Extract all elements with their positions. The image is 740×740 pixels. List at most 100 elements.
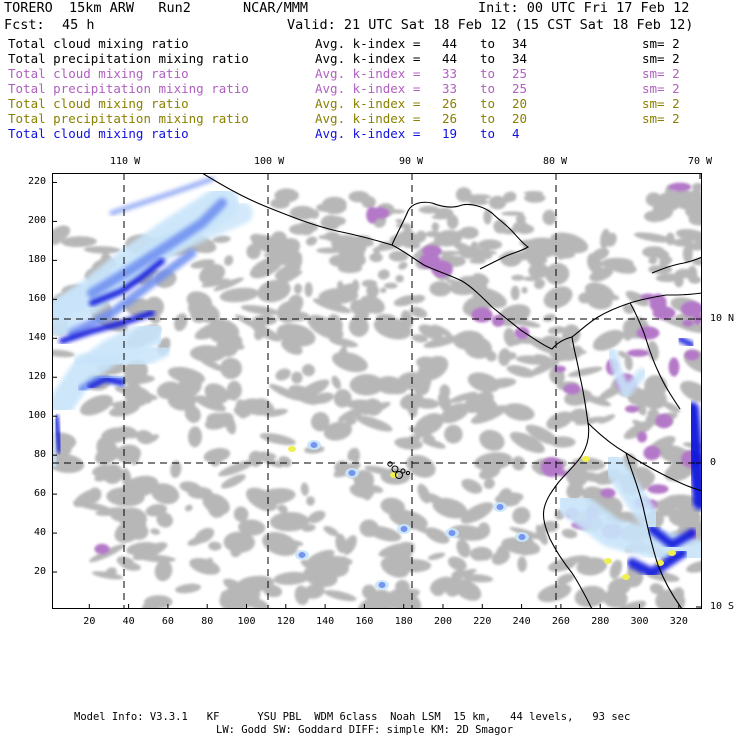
purple-cloud-patch	[94, 543, 110, 555]
legend-k-to: 4	[512, 126, 520, 141]
gray-cloud-patch	[316, 203, 338, 212]
x-grid-label: 80	[201, 616, 214, 627]
gray-cloud-patch	[347, 448, 357, 461]
gray-cloud-patch	[209, 325, 225, 342]
island-group	[387, 461, 411, 479]
gray-cloud-patch	[184, 504, 193, 512]
gray-cloud-patch	[254, 324, 267, 341]
x-grid-label: 40	[122, 616, 135, 627]
legend-kindex-label: Avg. k-index =	[315, 111, 421, 126]
gray-cloud-patch	[474, 452, 513, 471]
y-grid-label: 80	[33, 449, 46, 461]
gray-cloud-patch	[468, 194, 491, 200]
gray-cloud-patch	[329, 337, 359, 348]
y-grid-label: 200	[27, 215, 46, 227]
purple-cloud-patch	[471, 307, 493, 323]
gray-cloud-patch	[501, 211, 524, 216]
gray-cloud-patch	[320, 215, 341, 231]
gray-cloud-patch	[257, 488, 296, 505]
legend-k-to: 20	[512, 111, 528, 126]
gray-cloud-patch	[304, 583, 325, 599]
x-grid-label: 240	[512, 616, 531, 627]
gray-cloud-patch	[396, 559, 432, 573]
gray-cloud-patch	[458, 245, 484, 259]
legend-field-name: Total cloud mixing ratio	[8, 36, 189, 51]
gray-cloud-patch	[414, 413, 444, 436]
gray-cloud-patch	[485, 288, 493, 296]
gray-cloud-patch	[517, 556, 527, 573]
gray-cloud-patch	[453, 579, 482, 601]
x-grid-label: 100	[237, 616, 256, 627]
legend-k-from: 33	[442, 81, 458, 96]
x-grid-label: 220	[473, 616, 492, 627]
org-label: NCAR/MMM	[243, 0, 309, 16]
gray-cloud-patch	[423, 335, 460, 348]
legend-k-to: 34	[512, 36, 528, 51]
gray-cloud-patch	[170, 460, 182, 479]
gray-cloud-patch	[271, 231, 287, 246]
gray-cloud-patch	[421, 438, 446, 449]
gray-cloud-patch	[309, 209, 320, 219]
gray-cloud-patch	[525, 424, 559, 445]
gray-cloud-patch	[668, 507, 702, 528]
gray-cloud-patch	[313, 392, 334, 404]
gray-cloud-patch	[676, 194, 700, 210]
gray-cloud-patch	[362, 401, 391, 415]
gray-cloud-patch	[261, 457, 283, 468]
purple-cloud-patch	[556, 469, 568, 477]
gray-cloud-patch	[456, 539, 471, 558]
lon-label: 100 W	[254, 156, 285, 167]
gray-cloud-patch	[516, 250, 535, 261]
gray-cloud-patch	[542, 209, 557, 226]
gray-cloud-patch	[398, 233, 420, 242]
gray-cloud-patch	[116, 556, 135, 568]
gray-cloud-patch	[186, 291, 213, 312]
valid-time: Valid: 21 UTC Sat 18 Feb 12 (15 CST Sat …	[287, 17, 694, 33]
legend-k-from: 26	[442, 96, 458, 111]
gray-cloud-patch	[388, 250, 409, 262]
gray-cloud-patch	[556, 573, 575, 585]
purple-cloud-patch	[668, 357, 680, 377]
gray-cloud-patch	[208, 541, 222, 551]
purple-cloud-patch	[668, 182, 692, 192]
deep-blue-band	[89, 258, 165, 306]
gray-cloud-patch	[355, 415, 393, 432]
gray-cloud-patch	[285, 257, 297, 266]
map-frame	[52, 173, 702, 609]
gray-cloud-patch	[331, 375, 342, 390]
gray-cloud-patch	[52, 234, 62, 245]
gray-cloud-patch	[506, 365, 536, 378]
mid-blue-spot	[448, 530, 456, 536]
gray-cloud-patch	[255, 451, 277, 460]
gray-cloud-patch	[395, 579, 410, 594]
legend-smoothing: sm= 2	[642, 81, 680, 96]
gray-cloud-patch	[257, 279, 291, 303]
gray-cloud-patch	[175, 583, 202, 594]
legend-field-name: Total precipitation mixing ratio	[8, 51, 249, 66]
gray-cloud-patch	[473, 281, 485, 289]
lat-label: 10 S	[710, 601, 735, 612]
gray-cloud-patch	[204, 383, 229, 404]
gray-cloud-patch	[212, 235, 231, 244]
gray-cloud-patch	[662, 494, 699, 509]
gray-cloud-patch	[665, 232, 675, 246]
gray-cloud-patch	[532, 242, 539, 253]
gray-cloud-patch	[337, 263, 363, 274]
purple-cloud-patch	[431, 260, 453, 278]
gray-cloud-patch	[294, 585, 310, 606]
gray-cloud-patch	[350, 299, 372, 317]
gray-cloud-patch	[262, 532, 298, 556]
y-grid-label: 160	[27, 293, 46, 305]
gray-cloud-patch	[221, 474, 246, 489]
model-physics: LW: Godd SW: Goddard DIFF: simple KM: 2D…	[216, 724, 514, 736]
gray-cloud-patch	[145, 503, 168, 517]
gray-cloud-patch	[223, 578, 247, 594]
gray-cloud-patch	[470, 405, 508, 424]
x-grid-label: 300	[630, 616, 649, 627]
gray-cloud-patch	[89, 544, 126, 563]
gray-cloud-patch	[403, 244, 415, 248]
gray-cloud-patch	[324, 283, 359, 307]
mid-blue-band	[87, 198, 227, 298]
lon-label: 110 W	[110, 156, 141, 167]
gray-cloud-patch	[449, 391, 478, 403]
